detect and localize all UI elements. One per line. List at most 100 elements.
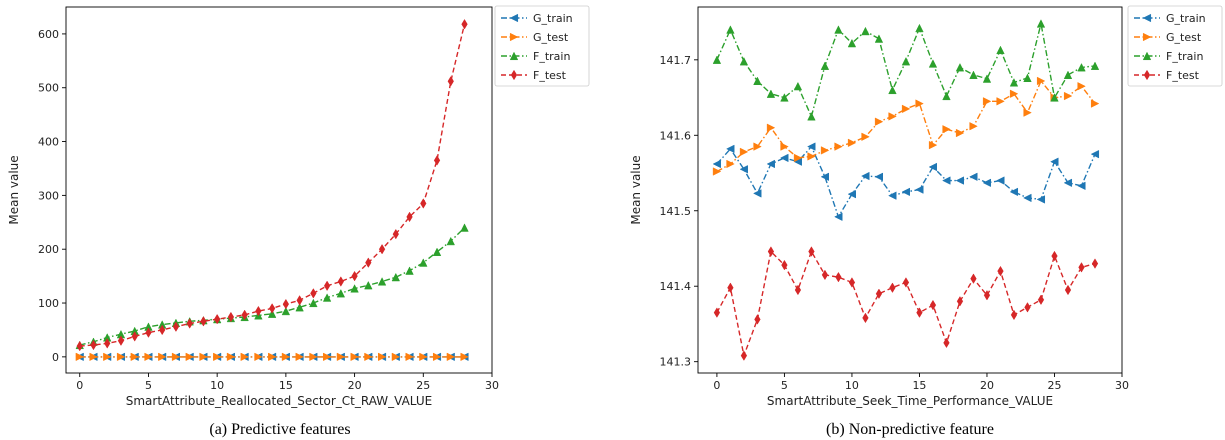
x-tick-label: 15 xyxy=(912,379,926,392)
data-point-F_test xyxy=(447,76,454,87)
data-point-F_train xyxy=(996,45,1005,55)
data-point-F_train xyxy=(1090,61,1100,70)
data-point-F_test xyxy=(862,312,869,324)
data-point-F_test xyxy=(997,265,1004,277)
data-point-F_train xyxy=(901,56,911,66)
data-point-F_train xyxy=(955,63,965,72)
data-point-G_train xyxy=(1077,181,1086,191)
y-tick-label: 600 xyxy=(38,28,59,41)
y-tick-label: 100 xyxy=(38,297,59,310)
legend-marker-G_test xyxy=(1142,32,1152,42)
data-point-G_test xyxy=(323,352,332,362)
data-point-F_test xyxy=(159,324,166,336)
data-point-F_train xyxy=(322,293,332,302)
data-point-G_test xyxy=(75,352,85,362)
plot-frame xyxy=(65,6,493,374)
panel-caption: (a) Predictive features xyxy=(209,421,350,438)
series-line-F_test xyxy=(79,24,466,347)
data-point-G_test xyxy=(226,352,236,362)
data-point-G_test xyxy=(350,352,359,362)
data-point-G_test xyxy=(942,125,951,134)
data-point-F_train xyxy=(460,223,469,232)
x-axis-label: SmartAttribute_Reallocated_Sector_Ct_RAW… xyxy=(126,394,433,408)
data-point-G_train xyxy=(834,212,843,221)
data-point-F_train xyxy=(281,306,291,316)
data-point-F_train xyxy=(1050,93,1059,102)
data-point-F_test xyxy=(929,299,937,311)
data-point-F_train xyxy=(1077,63,1086,72)
data-point-G_train xyxy=(1036,195,1046,204)
data-point-G_test xyxy=(199,352,208,362)
data-point-G_test xyxy=(726,159,735,169)
data-point-F_test xyxy=(713,307,721,318)
data-point-F_train xyxy=(1023,73,1032,82)
data-point-G_train xyxy=(1050,157,1059,166)
data-point-F_train xyxy=(753,76,762,86)
data-point-G_train xyxy=(942,176,951,185)
data-point-G_test xyxy=(1009,89,1019,98)
data-point-F_test xyxy=(740,350,748,361)
data-point-G_test xyxy=(240,352,250,362)
data-point-G_test xyxy=(446,352,456,362)
data-point-G_train xyxy=(1063,178,1073,188)
data-point-G_test xyxy=(1077,82,1086,91)
data-point-F_train xyxy=(888,85,897,95)
legend-marker-F_train xyxy=(1142,51,1152,61)
data-point-F_train xyxy=(847,38,857,48)
data-point-G_train xyxy=(982,178,992,188)
data-point-G_test xyxy=(419,352,428,362)
data-point-G_test xyxy=(336,352,346,362)
data-point-G_test xyxy=(309,352,318,362)
data-point-F_test xyxy=(145,327,152,338)
data-point-G_test xyxy=(739,147,749,157)
panel-caption: (b) Non-predictive feature xyxy=(826,421,994,438)
data-point-F_train xyxy=(780,93,789,102)
data-point-F_test xyxy=(214,313,221,325)
data-point-G_test xyxy=(712,167,722,176)
data-point-F_train xyxy=(295,302,304,312)
data-point-G_test xyxy=(807,152,816,161)
data-point-F_test xyxy=(296,295,303,306)
data-point-G_train xyxy=(969,172,978,181)
data-point-G_train xyxy=(820,172,829,181)
y-tick-label: 300 xyxy=(38,189,59,202)
x-tick-label: 0 xyxy=(713,379,720,392)
y-tick-label: 141.3 xyxy=(660,356,692,369)
data-point-G_test xyxy=(901,104,911,114)
data-point-G_test xyxy=(295,352,304,362)
data-point-F_train xyxy=(432,247,442,256)
data-point-G_train xyxy=(753,189,762,198)
data-point-G_test xyxy=(955,128,965,138)
data-point-G_train xyxy=(874,172,883,181)
data-point-F_train xyxy=(834,25,843,34)
data-point-F_train xyxy=(1036,19,1046,28)
data-point-G_train xyxy=(807,142,816,151)
data-point-F_test xyxy=(282,298,290,310)
series-line-F_train xyxy=(716,23,1096,119)
legend-label-F_train: F_train xyxy=(1166,50,1203,63)
data-point-G_test xyxy=(391,352,401,362)
data-point-G_test xyxy=(281,352,291,362)
legend-label-F_test: F_test xyxy=(1166,69,1200,82)
data-point-F_train xyxy=(309,298,318,308)
data-point-F_test xyxy=(104,338,111,349)
x-tick-label: 20 xyxy=(980,379,994,392)
data-point-F_train xyxy=(928,59,938,68)
data-point-F_train xyxy=(969,70,978,79)
data-point-F_test xyxy=(889,282,896,293)
panel-a-predictive: 0 5 10 15 20 25 300100200300400500600SmartAttr… xyxy=(7,5,590,438)
data-point-F_test xyxy=(255,305,262,317)
data-point-F_test xyxy=(378,243,386,255)
legend-label-F_test: F_test xyxy=(533,69,567,82)
data-point-F_train xyxy=(364,280,373,290)
data-point-G_train xyxy=(955,176,965,185)
panel-b-non-predictive: 0 5 10 15 20 25 30 141.3 141.4 141.5 141.6 141.7 Sma… xyxy=(629,5,1223,438)
data-point-F_train xyxy=(766,89,776,98)
legend-label-G_test: G_test xyxy=(1166,31,1202,44)
data-point-G_test xyxy=(888,112,897,121)
data-point-G_train xyxy=(996,176,1005,185)
data-point-F_test xyxy=(943,337,950,349)
data-point-F_test xyxy=(1051,250,1058,262)
data-point-F_train xyxy=(942,91,951,101)
data-point-F_train xyxy=(874,34,884,43)
